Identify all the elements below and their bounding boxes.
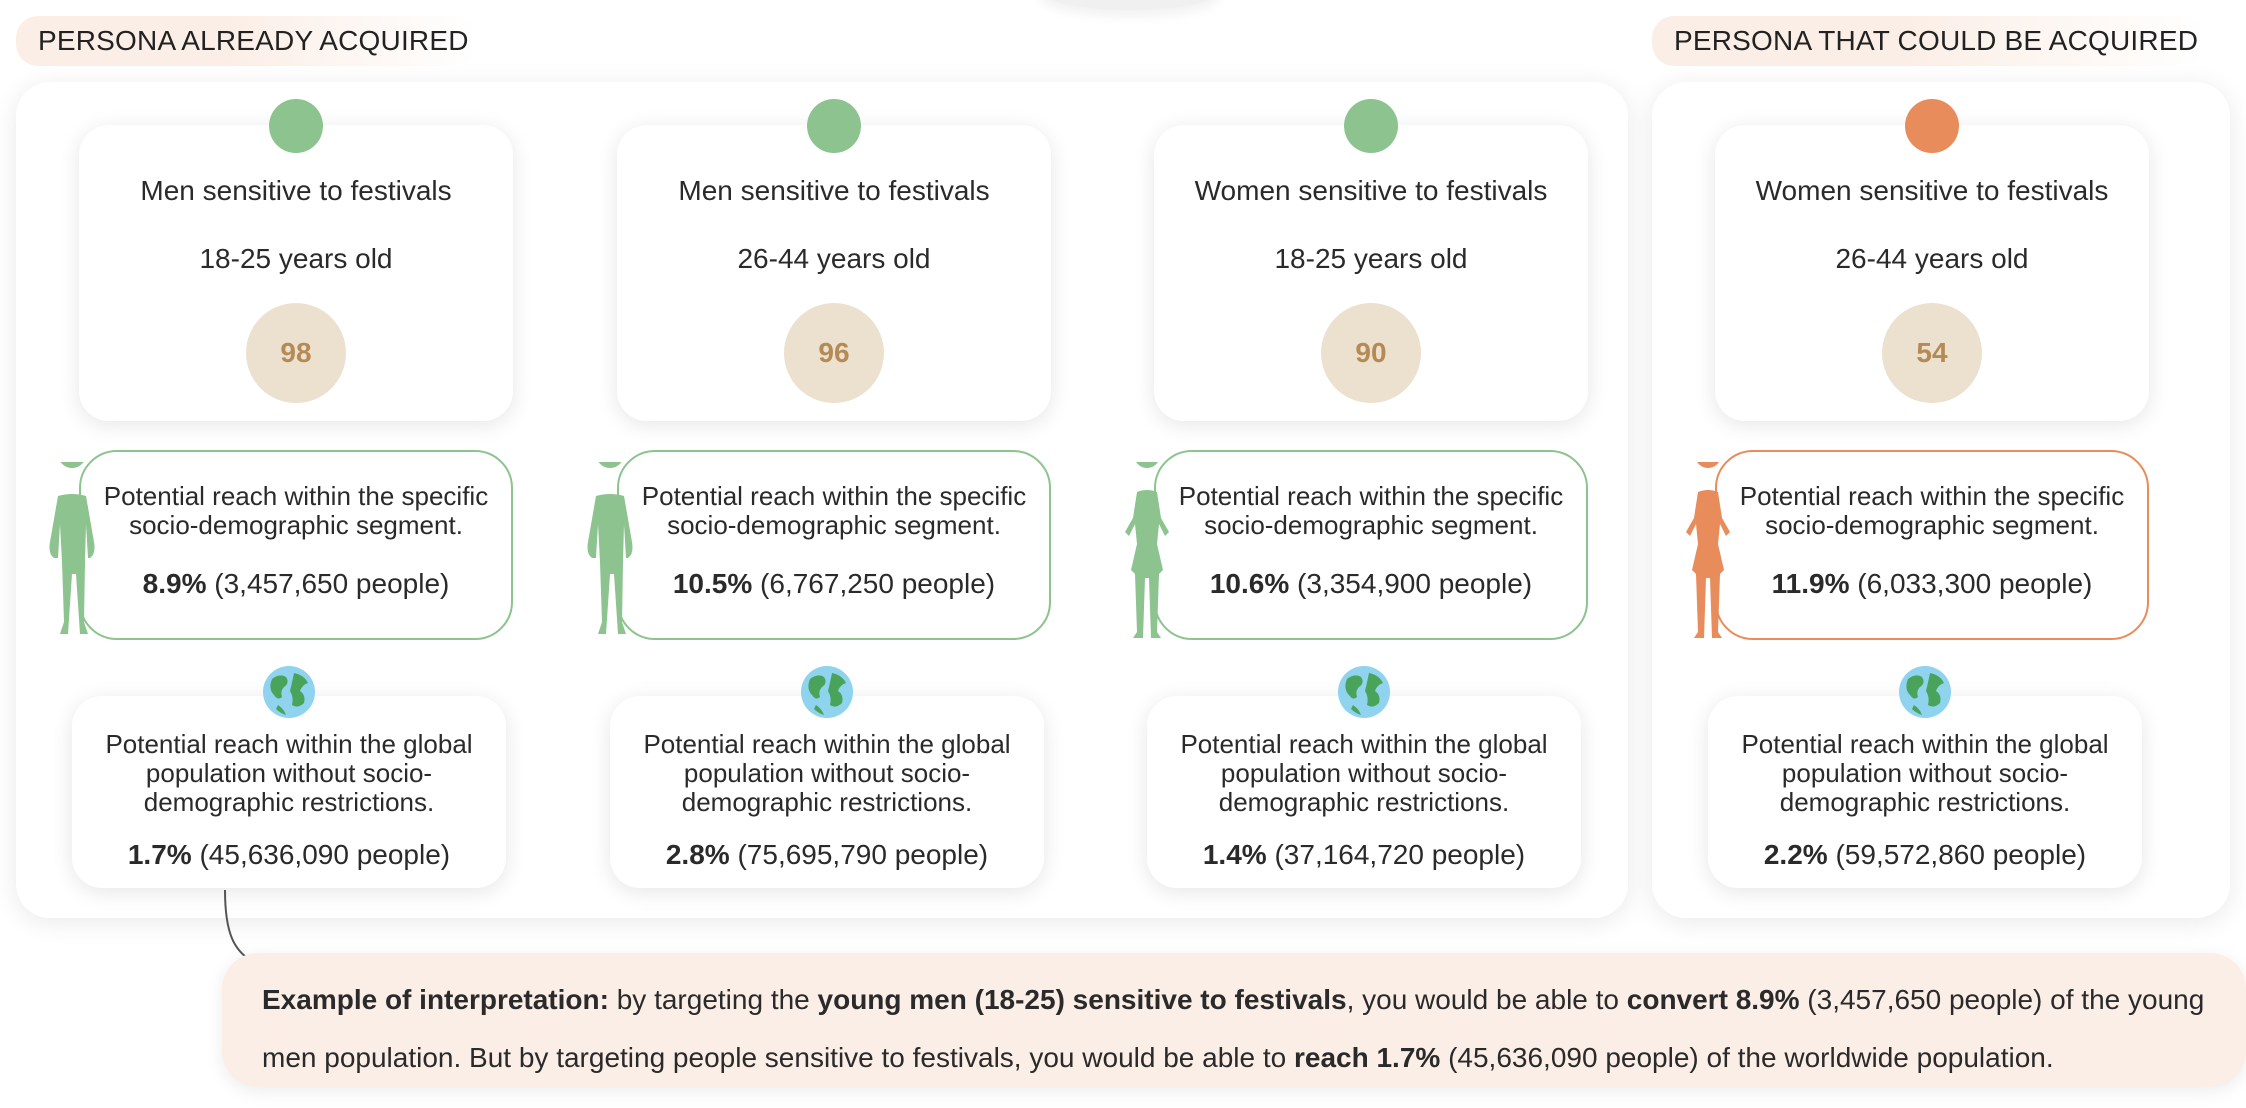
segment-reach-card: Potential reach within the specific soci…	[617, 450, 1051, 640]
status-dot	[807, 99, 861, 153]
status-dot	[1344, 99, 1398, 153]
persona-score: 54	[1882, 303, 1982, 403]
woman-silhouette-icon	[1686, 462, 1730, 638]
persona-name: Men sensitive to festivals	[678, 175, 990, 206]
interpretation-example: Example of interpretation: by targeting …	[222, 953, 2246, 1087]
global-reach-card: Potential reach within the global popula…	[610, 696, 1044, 888]
globe-icon	[801, 666, 853, 718]
segment-reach-people: (3,354,900 people)	[1297, 568, 1533, 599]
example-bold-1: young men (18-25) sensitive to festivals	[817, 984, 1347, 1015]
globe-icon	[1899, 666, 1951, 718]
segment-reach-value: 10.5% (6,767,250 people)	[619, 568, 1049, 600]
segment-reach-label: Potential reach within the specific soci…	[1739, 481, 2125, 540]
persona-age: 18-25 years old	[1274, 243, 1468, 274]
persona-title-card: Women sensitive to festivals 18-25 years…	[1154, 125, 1588, 421]
status-dot	[1905, 99, 1959, 153]
segment-reach-label: Potential reach within the specific soci…	[1178, 481, 1564, 540]
globe-icon	[1338, 666, 1390, 718]
global-reach-people: (37,164,720 people)	[1274, 839, 1526, 870]
global-reach-label: Potential reach within the global popula…	[643, 729, 1011, 817]
segment-reach-percent: 11.9%	[1771, 568, 1850, 599]
segment-reach-people: (3,457,650 people)	[214, 568, 450, 599]
woman-silhouette-icon	[1125, 462, 1169, 638]
example-text-3: (3,457,650 people) of the young men popu…	[262, 984, 2205, 1073]
persona-score: 90	[1321, 303, 1421, 403]
global-reach-card: Potential reach within the global popula…	[1708, 696, 2142, 888]
example-text-4: (45,636,090 people) of the worldwide pop…	[1440, 1042, 2054, 1073]
man-silhouette-icon	[587, 462, 633, 634]
segment-reach-people: (6,767,250 people)	[760, 568, 996, 599]
status-dot	[269, 99, 323, 153]
segment-reach-card: Potential reach within the specific soci…	[1154, 450, 1588, 640]
global-reach-card: Potential reach within the global popula…	[1147, 696, 1581, 888]
global-reach-percent: 1.7%	[127, 839, 192, 870]
section-label-could-acquire: PERSONA THAT COULD BE ACQUIRED	[1652, 16, 2209, 66]
segment-reach-label: Potential reach within the specific soci…	[641, 481, 1027, 540]
segment-reach-value: 10.6% (3,354,900 people)	[1156, 568, 1586, 600]
global-reach-value: 1.7% (45,636,090 people)	[72, 839, 506, 871]
global-reach-value: 2.8% (75,695,790 people)	[610, 839, 1044, 871]
global-reach-people: (75,695,790 people)	[737, 839, 989, 870]
segment-reach-value: 8.9% (3,457,650 people)	[81, 568, 511, 600]
global-reach-value: 1.4% (37,164,720 people)	[1147, 839, 1581, 871]
global-reach-label: Potential reach within the global popula…	[1741, 729, 2109, 817]
global-reach-people: (59,572,860 people)	[1835, 839, 2087, 870]
top-decoration	[1040, 0, 1220, 10]
global-reach-value: 2.2% (59,572,860 people)	[1708, 839, 2142, 871]
globe-icon	[263, 666, 315, 718]
interpretation-text: Example of interpretation: by targeting …	[262, 971, 2206, 1087]
global-reach-percent: 1.4%	[1202, 839, 1267, 870]
segment-reach-percent: 10.5%	[672, 568, 753, 599]
global-reach-people: (45,636,090 people)	[199, 839, 451, 870]
example-bold-3: reach 1.7%	[1293, 1042, 1441, 1073]
persona-score: 96	[784, 303, 884, 403]
persona-age: 26-44 years old	[1835, 243, 2029, 274]
example-lead: Example of interpretation:	[262, 984, 609, 1015]
persona-name: Women sensitive to festivals	[1194, 175, 1548, 206]
global-reach-card: Potential reach within the global popula…	[72, 696, 506, 888]
example-text-1: by targeting the	[608, 984, 818, 1015]
example-bold-2: convert 8.9%	[1626, 984, 1800, 1015]
segment-reach-percent: 10.6%	[1209, 568, 1290, 599]
segment-reach-card: Potential reach within the specific soci…	[1715, 450, 2149, 640]
global-reach-label: Potential reach within the global popula…	[105, 729, 473, 817]
global-reach-label: Potential reach within the global popula…	[1180, 729, 1548, 817]
persona-score: 98	[246, 303, 346, 403]
persona-age: 26-44 years old	[737, 243, 931, 274]
example-text-2: , you would be able to	[1346, 984, 1627, 1015]
global-reach-percent: 2.2%	[1763, 839, 1828, 870]
segment-reach-card: Potential reach within the specific soci…	[79, 450, 513, 640]
segment-reach-percent: 8.9%	[142, 568, 207, 599]
persona-name: Men sensitive to festivals	[140, 175, 452, 206]
section-label-acquired: PERSONA ALREADY ACQUIRED	[16, 16, 479, 66]
persona-title-card: Men sensitive to festivals 26-44 years o…	[617, 125, 1051, 421]
persona-title-card: Women sensitive to festivals 26-44 years…	[1715, 125, 2149, 421]
global-reach-percent: 2.8%	[665, 839, 730, 870]
segment-reach-people: (6,033,300 people)	[1857, 568, 2093, 599]
man-silhouette-icon	[49, 462, 95, 634]
persona-age: 18-25 years old	[199, 243, 393, 274]
persona-name: Women sensitive to festivals	[1755, 175, 2109, 206]
segment-reach-label: Potential reach within the specific soci…	[103, 481, 489, 540]
segment-reach-value: 11.9% (6,033,300 people)	[1717, 568, 2147, 600]
persona-title-card: Men sensitive to festivals 18-25 years o…	[79, 125, 513, 421]
